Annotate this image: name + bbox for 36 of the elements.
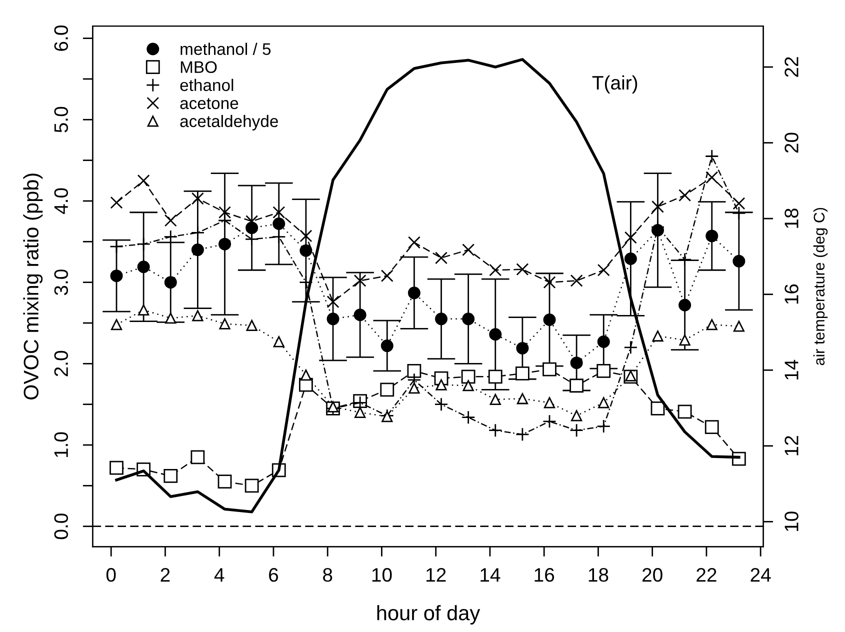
x-tick-label: 2 (160, 568, 170, 582)
x-tick-label: 8 (323, 568, 332, 582)
y2-tick-label: 20 (784, 132, 798, 153)
y2-tick-label: 18 (784, 208, 798, 228)
y-tick-label: 0.0 (54, 514, 68, 540)
legend-label: methanol / 5 (180, 42, 271, 56)
y-tick-label: 3.0 (54, 270, 68, 296)
legend-label: MBO (180, 61, 217, 74)
y-tick-label: 5.0 (54, 106, 68, 132)
y2-tick-label: 12 (784, 436, 798, 456)
legend-label: acetaldehyde (180, 114, 278, 130)
legend-label: ethanol (180, 78, 234, 92)
x-tick-label: 6 (269, 568, 278, 582)
y2-axis-title: air temperature (deg C) (813, 208, 828, 366)
series-label: T(air) (592, 75, 638, 94)
y-tick-label: 6.0 (54, 26, 68, 51)
y-tick-label: 1.0 (54, 432, 68, 458)
x-tick-label: 0 (106, 568, 116, 582)
y-tick-label: 4.0 (54, 188, 68, 214)
x-tick-label: 22 (696, 568, 716, 582)
y2-tick-label: 16 (784, 284, 798, 304)
y2-tick-label: 22 (784, 57, 798, 77)
x-tick-label: 20 (642, 568, 662, 582)
x-tick-label: 14 (480, 568, 500, 582)
x-tick-label: 24 (750, 568, 771, 582)
legend-label: acetone (180, 98, 238, 110)
y-axis-title: OVOC mixing ratio (ppb) (23, 174, 43, 400)
x-axis-title: hour of day (377, 605, 480, 625)
x-tick-label: 10 (372, 568, 392, 582)
y2-tick-label: 14 (784, 360, 798, 380)
x-tick-label: 18 (588, 568, 608, 582)
y-tick-label: 2.0 (54, 350, 68, 376)
y2-tick-label: 10 (784, 512, 798, 532)
x-tick-label: 12 (426, 568, 446, 582)
x-tick-label: 4 (214, 568, 224, 582)
x-tick-label: 16 (534, 568, 554, 582)
